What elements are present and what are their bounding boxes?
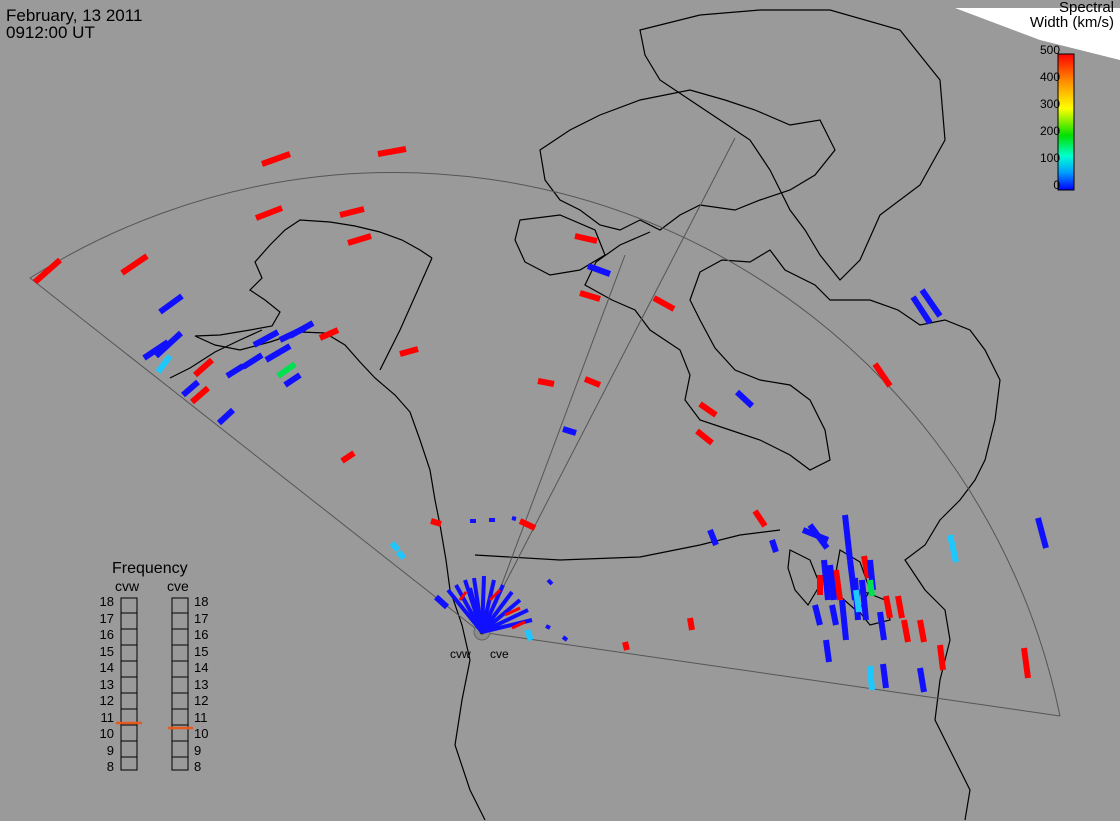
date-label: February, 13 2011	[6, 6, 143, 25]
colorbar-tick: 200	[1039, 124, 1060, 138]
frequency-scale-right-label: 14	[194, 660, 209, 675]
frequency-scale-left-label: 11	[100, 709, 115, 725]
colorbar-tick: 500	[1039, 43, 1060, 57]
frequency-scale-left-label: 16	[99, 627, 114, 642]
frequency-scale-right-label: 8	[194, 759, 202, 774]
frequency-scale-right-label: 13	[194, 676, 209, 692]
echo-segments	[33, 146, 1049, 693]
radar-fov	[29, 137, 1061, 717]
colorbar-tick: 100	[1039, 151, 1060, 165]
colorbar-title-line2: Width (km/s)	[1029, 14, 1114, 31]
frequency-title: Frequency	[112, 560, 188, 577]
colorbar-tick: 0	[1053, 178, 1060, 192]
frequency-scale-left-label: 14	[99, 660, 114, 675]
cvw-gauge-label: cvw	[115, 578, 140, 594]
frequency-scale-left-label: 15	[99, 643, 114, 659]
frequency-scale-right-label: 17	[194, 610, 209, 626]
frequency-scale-right-label: 11	[194, 709, 208, 725]
frequency-scale-right-label: 16	[194, 627, 209, 642]
frequency-scale-left-label: 8	[106, 759, 114, 774]
cve-gauge-label: cve	[167, 578, 189, 594]
frequency-scale-left-label: 10	[99, 726, 114, 741]
frequency-scale-left-label: 17	[99, 610, 114, 626]
colorbar-tick: 400	[1039, 70, 1060, 84]
frequency-scale-left-label: 12	[99, 693, 114, 708]
frequency-gauges	[120, 597, 189, 771]
colorbar-title-line1: Spectral	[1058, 0, 1114, 16]
cvw-site-label: cvw	[450, 647, 471, 661]
frequency-scale-left-label: 9	[106, 742, 114, 758]
frequency-scale-right-label: 15	[194, 643, 209, 659]
cve-site-label: cve	[490, 647, 509, 661]
frequency-scale-right-label: 18	[194, 594, 209, 609]
time-label: 0912:00 UT	[6, 23, 95, 42]
colorbar	[1057, 53, 1075, 191]
frequency-scale-left-label: 18	[99, 594, 114, 609]
frequency-scale-right-label: 10	[194, 726, 209, 741]
frequency-scale-right-label: 12	[194, 693, 209, 708]
frequency-scale-right-label: 9	[194, 742, 202, 758]
coastlines	[169, 9, 1001, 821]
map-corner-fill	[955, 8, 1120, 60]
colorbar-tick: 300	[1039, 97, 1060, 111]
timestamp: February, 13 2011 0912:00 UT	[6, 7, 142, 41]
frequency-scale-left-label: 13	[99, 676, 114, 692]
colorbar-title: Spectral Width (km/s)	[1030, 0, 1114, 30]
